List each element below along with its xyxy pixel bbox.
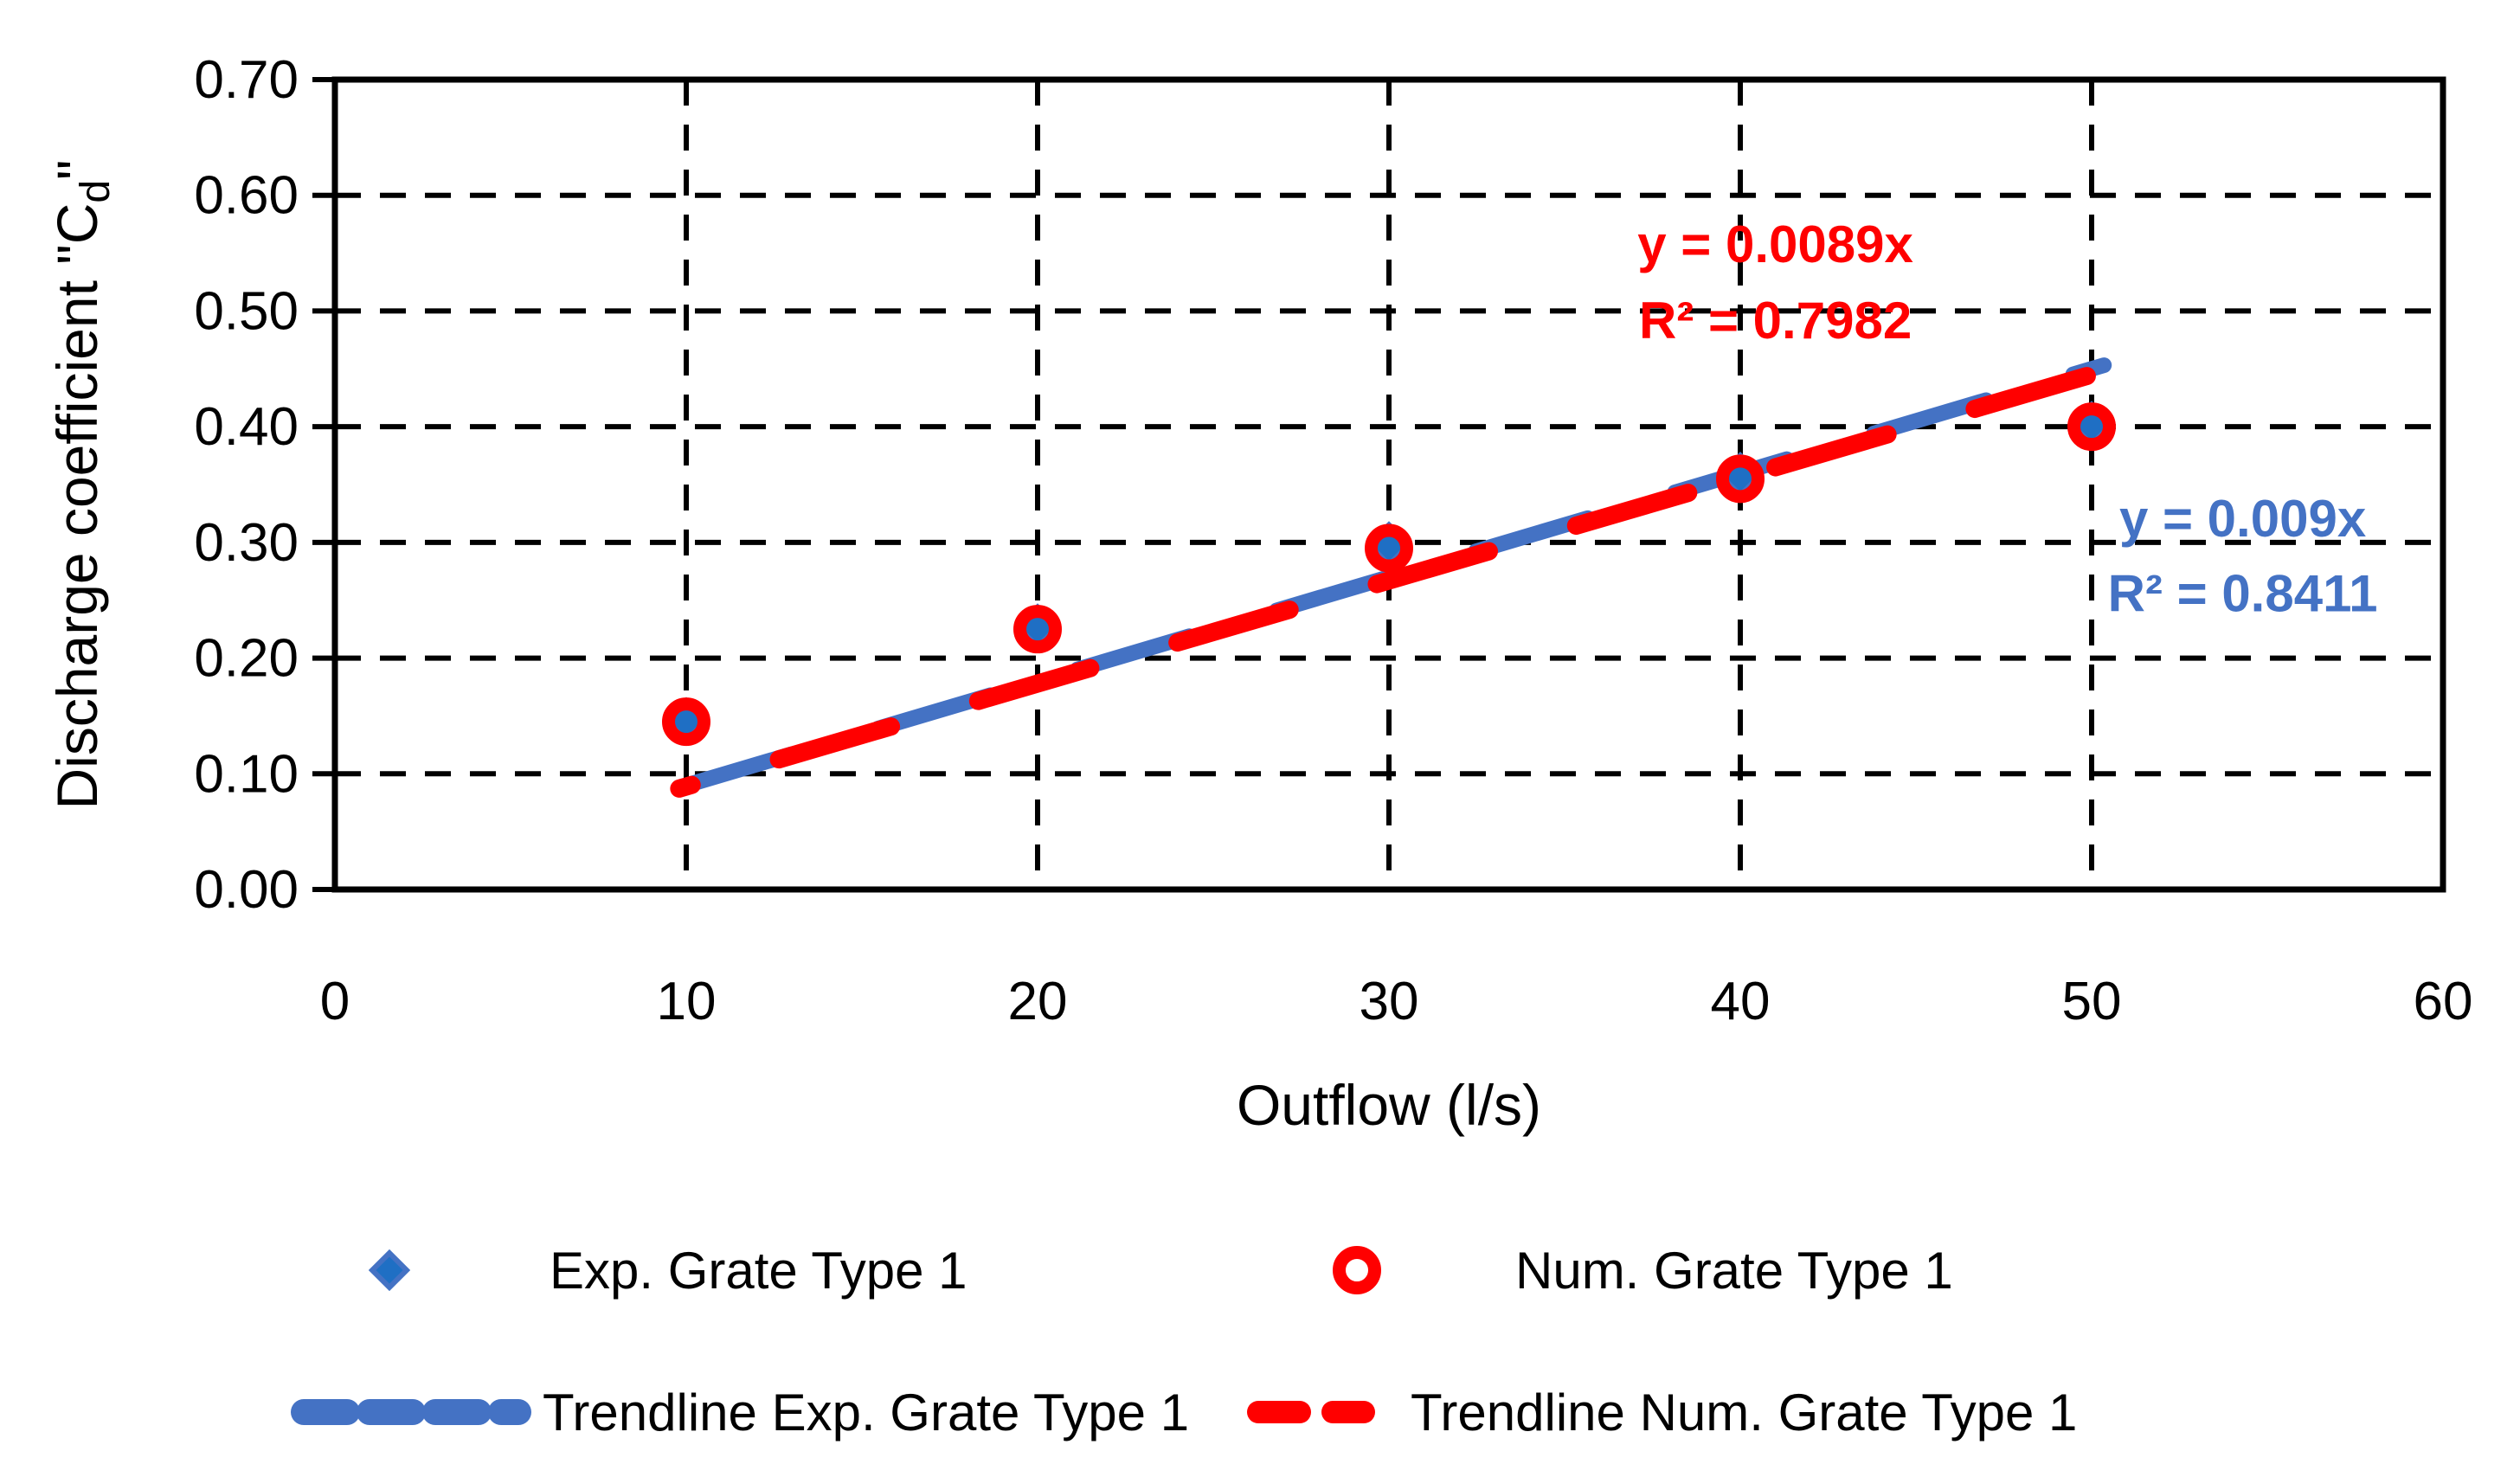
legend-item-exp-grate: Exp. Grate Type 1	[350, 1236, 968, 1305]
x-tick-label: 40	[1711, 972, 1771, 1031]
trendline-equation-annotation: R² = 0.7982	[1639, 292, 1912, 350]
trendline-equation-annotation: y = 0.009x	[2119, 490, 2366, 548]
x-tick-label: 10	[657, 972, 717, 1031]
ring-icon	[1333, 1246, 1381, 1294]
trendline-equation-annotation: R² = 0.8411	[2108, 565, 2378, 623]
x-tick-label: 0	[320, 972, 350, 1031]
y-tick-label: 0.70	[194, 50, 299, 110]
y-tick-label: 0.10	[194, 744, 299, 804]
legend-label-trendline-exp: Trendline Exp. Grate Type 1	[543, 1383, 1190, 1442]
y-tick-label: 0.00	[194, 860, 299, 920]
data-point-ring	[1365, 523, 1413, 573]
diamond-icon	[368, 1249, 411, 1292]
x-axis-title: Outflow (l/s)	[1237, 1073, 1541, 1137]
data-point-ring	[1013, 605, 1062, 654]
y-tick-label: 0.40	[194, 397, 299, 457]
y-axis-title: Discharge coefficient "Cd"	[45, 159, 119, 809]
data-point-ring	[1716, 454, 1765, 504]
legend-item-num-grate: Num. Grate Type 1	[1328, 1236, 1953, 1305]
x-tick-label: 30	[1360, 972, 1419, 1031]
legend-label-exp-grate: Exp. Grate Type 1	[550, 1241, 968, 1300]
plot-border	[331, 76, 2446, 893]
x-tick-label: 50	[2062, 972, 2122, 1031]
red-dashed-line-marker	[1246, 1400, 1376, 1424]
data-point-ring	[662, 697, 710, 747]
red-ring-marker	[1328, 1246, 1385, 1294]
y-tick-label: 0.50	[194, 281, 299, 341]
dashed-line-icon	[291, 1399, 531, 1425]
dashed-line-icon	[1247, 1401, 1375, 1423]
data-point-ring	[2067, 402, 2116, 452]
legend-label-num-grate: Num. Grate Type 1	[1515, 1241, 1953, 1300]
legend-item-trendline-num: Trendline Num. Grate Type 1	[1246, 1377, 2077, 1447]
y-tick-label: 0.30	[194, 513, 299, 573]
y-tick-label: 0.60	[194, 166, 299, 226]
trendline	[670, 362, 2112, 798]
blue-diamond-marker	[350, 1249, 428, 1292]
blue-dashed-line-marker	[290, 1398, 532, 1426]
legend-label-trendline-num: Trendline Num. Grate Type 1	[1411, 1383, 2078, 1442]
x-tick-label: 60	[2414, 972, 2473, 1031]
legend-item-trendline-exp: Trendline Exp. Grate Type 1	[290, 1377, 1189, 1447]
trendline-equation-annotation: y = 0.0089x	[1637, 215, 1913, 273]
y-tick-label: 0.20	[194, 629, 299, 689]
x-tick-label: 20	[1008, 972, 1068, 1031]
